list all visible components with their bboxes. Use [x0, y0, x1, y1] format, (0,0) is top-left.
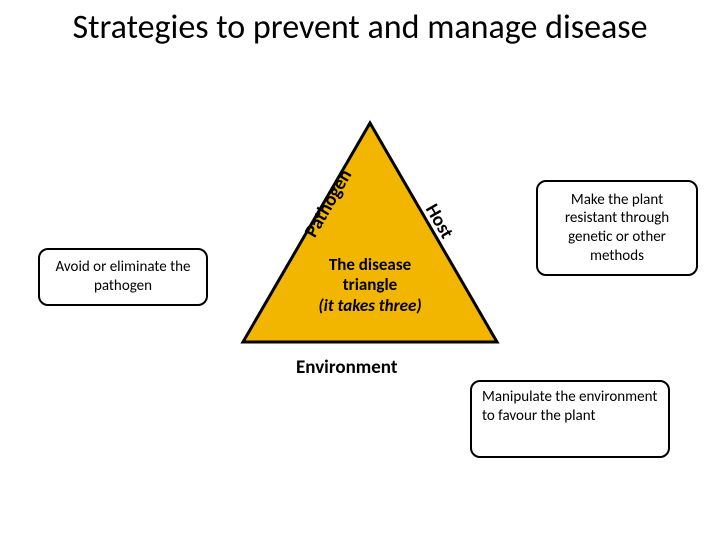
strategy-box-environment: Manipulate the environment to favour the…	[470, 380, 670, 458]
strategy-box-host-text: Make the plant resistant through genetic…	[548, 191, 686, 266]
strategy-box-host: Make the plant resistant through genetic…	[536, 180, 698, 276]
strategy-box-pathogen: Avoid or eliminate the pathogen	[38, 248, 208, 306]
triangle-center-line3: (it takes three)	[260, 296, 480, 316]
strategy-box-environment-text: Manipulate the environment to favour the…	[482, 388, 658, 426]
triangle-side-environment-label: Environment	[296, 356, 397, 379]
strategy-box-pathogen-text: Avoid or eliminate the pathogen	[50, 258, 196, 296]
page-title: Strategies to prevent and manage disease	[50, 8, 670, 47]
triangle-center-line2: triangle	[260, 275, 480, 295]
triangle-center-line1: The disease	[260, 255, 480, 275]
triangle-center-text: The disease triangle (it takes three)	[260, 255, 480, 316]
